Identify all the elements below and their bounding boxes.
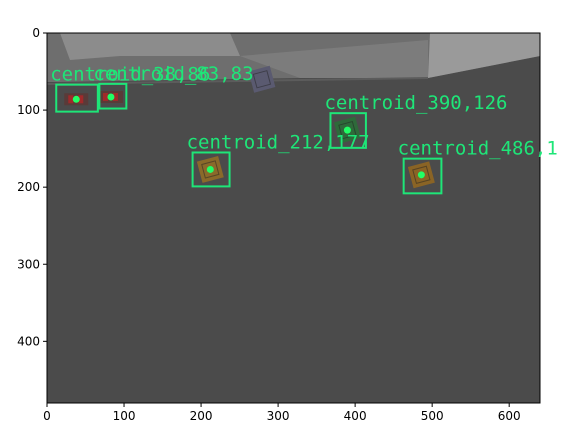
centroid-marker bbox=[206, 165, 214, 173]
y-tick-label: 0 bbox=[32, 26, 40, 40]
centroid-marker bbox=[343, 126, 351, 134]
y-tick-label: 200 bbox=[17, 180, 40, 194]
image-area bbox=[47, 33, 540, 403]
centroid-label: centroid_486,1 bbox=[398, 138, 558, 160]
x-tick-label: 0 bbox=[43, 409, 51, 423]
x-tick-label: 400 bbox=[344, 409, 367, 423]
centroid-marker bbox=[107, 93, 115, 101]
bounding-box bbox=[402, 157, 443, 195]
axes-frame bbox=[46, 32, 541, 404]
y-tick-label: 400 bbox=[17, 334, 40, 348]
detections-layer bbox=[55, 82, 443, 195]
y-axis: 0 100 200 300 400 bbox=[17, 26, 47, 348]
centroid-marker bbox=[417, 171, 425, 179]
x-tick-label: 500 bbox=[421, 409, 444, 423]
x-tick-label: 200 bbox=[190, 409, 213, 423]
bounding-box bbox=[191, 151, 231, 188]
wall-highlight-mid bbox=[240, 40, 428, 78]
y-tick-label: 100 bbox=[17, 103, 40, 117]
wall-highlight-right bbox=[428, 33, 540, 78]
centroid-label: centroid_38,86 bbox=[50, 64, 210, 86]
x-tick-label: 300 bbox=[267, 409, 290, 423]
bounding-box bbox=[55, 83, 99, 113]
centroid-label: centroid_390,126 bbox=[324, 92, 507, 114]
cube-280 bbox=[248, 65, 276, 93]
x-axis: 0 100 200 300 400 500 600 bbox=[43, 403, 521, 423]
centroid-label: centroid_83,83 bbox=[93, 63, 253, 85]
floor bbox=[47, 33, 540, 403]
centroid-label: centroid_212,177 bbox=[187, 131, 370, 153]
x-tick-label: 100 bbox=[113, 409, 136, 423]
y-tick-label: 300 bbox=[17, 257, 40, 271]
bounding-box bbox=[329, 112, 367, 149]
wall-highlight-left bbox=[60, 33, 240, 60]
centroid-marker bbox=[72, 95, 80, 103]
bounding-box bbox=[98, 82, 128, 110]
x-tick-label: 600 bbox=[498, 409, 521, 423]
